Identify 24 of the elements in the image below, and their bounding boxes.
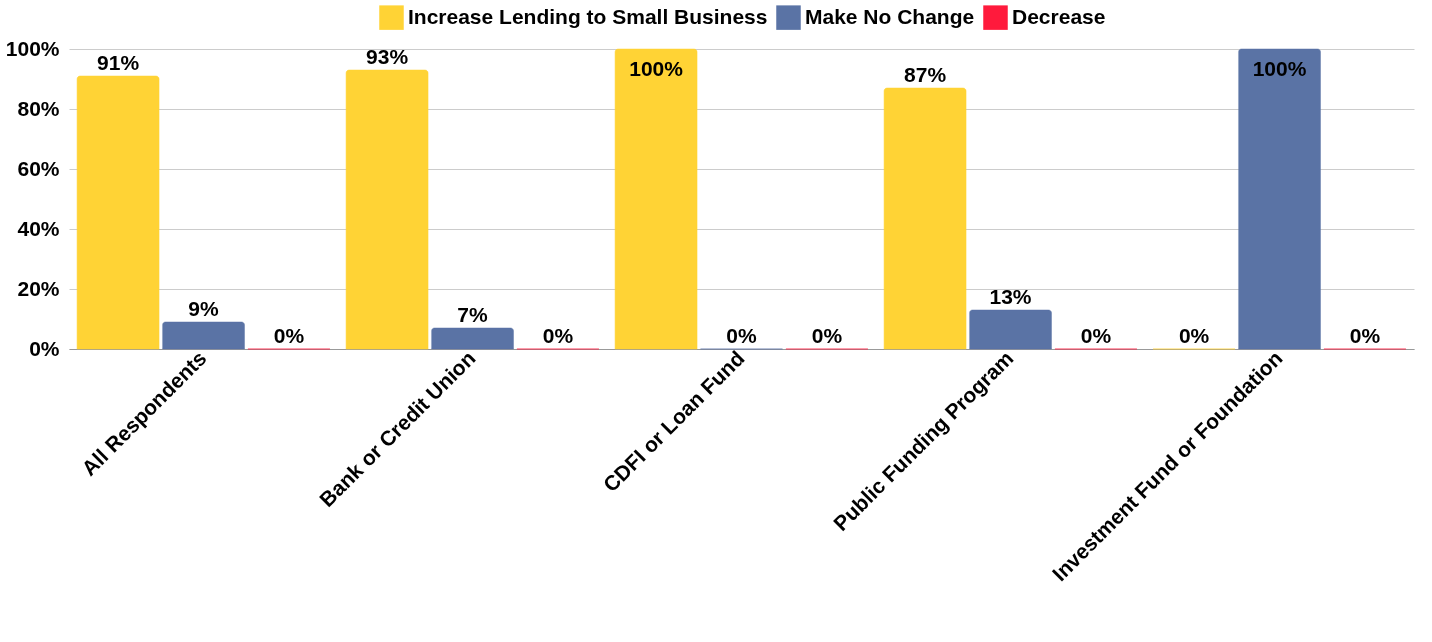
data-label: 0% xyxy=(726,324,757,347)
y-tick-label: 0% xyxy=(29,336,60,360)
data-label: 100% xyxy=(1252,57,1307,80)
data-label: 0% xyxy=(542,324,574,347)
y-tick-label: 40% xyxy=(17,216,60,240)
data-label: 87% xyxy=(904,63,947,86)
data-label: 100% xyxy=(629,57,684,80)
data-label: 13% xyxy=(989,285,1032,308)
legend-label: Increase Lending to Small Business xyxy=(408,4,768,28)
y-tick-label: 100% xyxy=(5,36,60,60)
y-tick-label: 20% xyxy=(17,276,60,300)
legend-label: Decrease xyxy=(1012,4,1106,28)
data-label: 0% xyxy=(1178,324,1210,347)
y-tick-label: 60% xyxy=(17,156,60,180)
data-label: 93% xyxy=(366,45,409,68)
data-label: 9% xyxy=(188,297,219,320)
data-label: 0% xyxy=(1080,324,1112,347)
data-label: 91% xyxy=(97,51,140,74)
data-label: 0% xyxy=(273,324,305,347)
data-label: 7% xyxy=(457,303,488,326)
legend-label: Make No Change xyxy=(805,4,975,28)
data-label: 0% xyxy=(811,324,843,347)
y-tick-label: 80% xyxy=(17,96,60,120)
data-label: 0% xyxy=(1349,324,1381,347)
